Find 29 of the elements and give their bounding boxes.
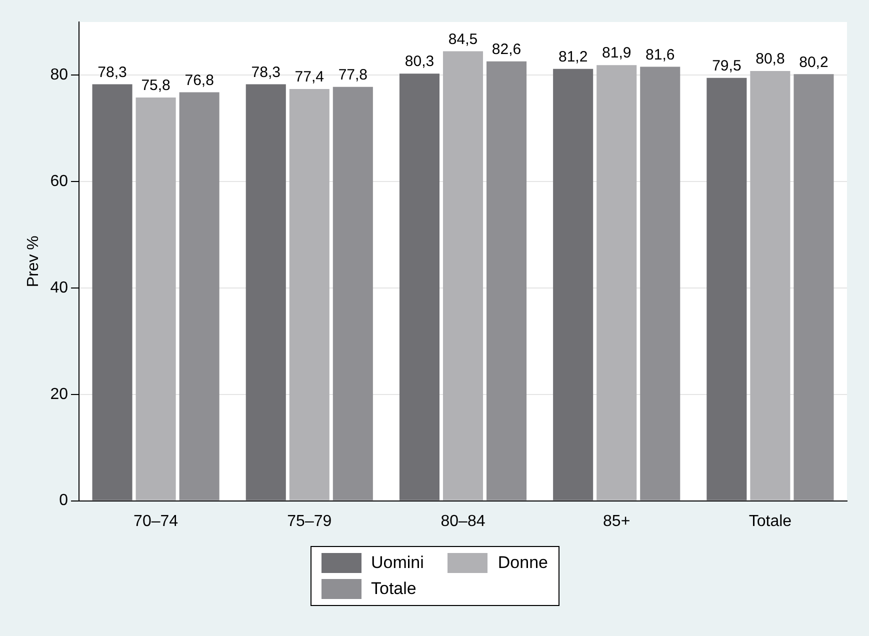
data-label: 80,3 [404,53,434,70]
y-tick-label: 60 [50,173,68,190]
y-tick-label: 0 [59,492,68,510]
x-tick-label: 70–74 [134,512,178,530]
data-label: 76,8 [184,72,214,89]
legend-label: Uomini [370,553,424,573]
data-label: 75,8 [141,77,170,94]
y-tick-label: 40 [50,279,68,296]
y-axis-title: Prev % [25,236,42,288]
data-label: 77,4 [294,68,324,86]
x-tick-label: Totale [748,512,792,530]
data-label: 80,2 [799,54,828,71]
data-label: 81,6 [646,46,675,64]
data-label: 80,8 [756,50,785,68]
y-tick-label: 20 [50,386,68,403]
data-label: 81,2 [558,48,588,66]
data-label: 78,3 [251,64,280,81]
x-tick-label: 80–84 [440,512,486,530]
data-label: 84,5 [448,30,478,48]
x-tick-label: 75–79 [287,512,332,530]
legend-label: Donne [498,553,548,573]
data-label: 78,3 [98,64,127,81]
x-tick-label: 85+ [603,512,630,530]
y-tick-label: 80 [50,66,68,84]
legend-label: Totale [370,579,416,599]
data-label: 79,5 [712,58,742,74]
data-label: 82,6 [492,41,522,58]
data-label: 77,8 [338,66,368,84]
data-label: 81,9 [602,44,632,62]
